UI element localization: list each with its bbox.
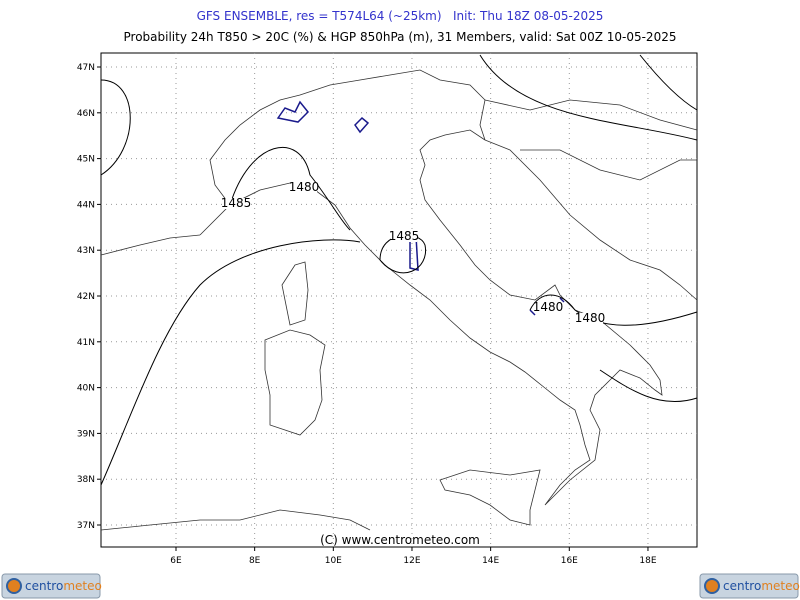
contour-label-bg	[535, 302, 561, 313]
logo-icon	[704, 578, 720, 594]
contour-label-bg	[223, 198, 249, 209]
contour-label: 1485	[389, 229, 420, 243]
borders-east	[484, 99, 698, 181]
contour-line	[229, 146, 351, 231]
coastline-sicily	[439, 469, 541, 526]
contour-line	[479, 54, 698, 141]
coastline-corsica	[281, 261, 309, 326]
contour-label: 1485	[221, 196, 252, 210]
contour-line	[599, 369, 698, 403]
lon-tick-label: 16E	[561, 556, 578, 566]
logo-accent: meteo	[761, 579, 800, 593]
probability-area	[276, 100, 565, 316]
lat-tick-label: 41N	[77, 338, 95, 348]
lon-tick-label: 12E	[403, 556, 420, 566]
logo-accent: meteo	[63, 579, 102, 593]
map-frame	[100, 52, 698, 548]
contour-label: 1480	[289, 180, 320, 194]
contour-label: 1480	[533, 300, 564, 314]
coastline-italy	[199, 129, 663, 506]
coastline-africa	[100, 509, 371, 531]
border-alps	[209, 69, 486, 206]
logo-brand: centro	[723, 579, 761, 593]
lat-tick-label: 42N	[77, 292, 95, 302]
contour-line	[529, 294, 698, 326]
logo-left: centrometeo	[1, 573, 102, 599]
logo-right: centrometeo	[699, 573, 800, 599]
grid	[97, 53, 697, 551]
contour-label-bg	[577, 313, 603, 324]
lat-tick-label: 39N	[77, 429, 95, 439]
logo-box	[699, 573, 799, 599]
lat-tick-label: 38N	[77, 475, 95, 485]
contour-line	[100, 239, 361, 486]
coastline-sardinia	[264, 329, 326, 436]
coastline-balkans	[484, 139, 698, 301]
contour-line	[100, 79, 131, 176]
contour-label-bg	[291, 182, 317, 193]
lat-tick-label: 46N	[77, 109, 95, 119]
lat-tick-label: 44N	[77, 200, 95, 210]
lat-tick-label: 37N	[77, 521, 95, 531]
lon-tick-label: 18E	[639, 556, 656, 566]
contour-labels: 1480 1485 1485 1480 1480	[221, 180, 606, 325]
lon-tick-label: 10E	[325, 556, 342, 566]
lat-tick-label: 40N	[77, 384, 95, 394]
contour-label-bg	[391, 231, 417, 242]
coastline-france	[100, 234, 201, 256]
map: 1480 1485 1485 1480 1480 (C) www.centrometeo…	[77, 52, 698, 566]
lat-tick-label: 43N	[77, 246, 95, 256]
lat-tick-label: 45N	[77, 155, 95, 165]
lon-tick-label: 6E	[170, 556, 182, 566]
lat-tick-label: 47N	[77, 63, 95, 73]
logo-text: centrometeo	[25, 579, 102, 593]
title: GFS ENSEMBLE, res = T574L64 (~25km) Init…	[197, 9, 604, 23]
subtitle: Probability 24h T850 > 20C (%) & HGP 850…	[124, 30, 677, 44]
contour-line	[379, 234, 426, 274]
lon-tick-label: 14E	[482, 556, 499, 566]
logo-brand: centro	[25, 579, 63, 593]
logo-icon	[6, 578, 22, 594]
contour-label: 1480	[575, 311, 606, 325]
lon-tick-label: 8E	[249, 556, 261, 566]
logo-box	[1, 573, 101, 599]
logo-text: centrometeo	[723, 579, 800, 593]
copyright: (C) www.centrometeo.com	[320, 533, 480, 547]
